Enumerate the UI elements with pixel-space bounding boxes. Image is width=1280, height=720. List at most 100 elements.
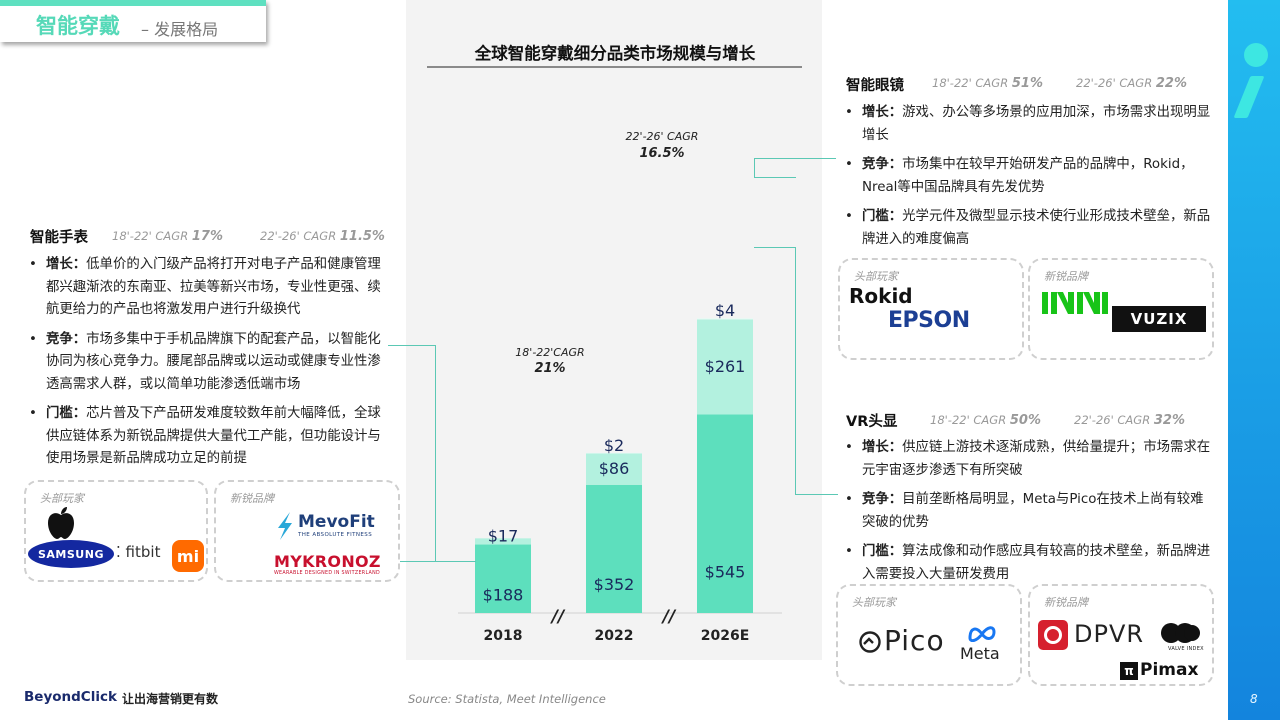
- connector-glasses-join: [754, 158, 796, 178]
- pico-logo: Pico: [884, 624, 945, 657]
- bar-value-label: $261: [705, 357, 746, 376]
- dpvr-mark-icon: [1038, 620, 1068, 650]
- vr-bullets: 增长：供应链上游技术逐渐成熟，供给量提升；市场需求在元宇宙逐步渗透下有所突破 竞…: [842, 437, 1214, 593]
- fitbit-logo-text: fitbit: [125, 543, 161, 561]
- epson-logo: EPSON: [888, 308, 970, 333]
- header-tab: 智能穿戴 – 发展格局: [0, 0, 266, 42]
- glasses-cagr-1: 18'-22' CAGR 51%: [932, 76, 1043, 91]
- vr-bullet-competition: 竞争：目前垄断格局明显，Meta与Pico在技术上尚有较难突破的优势: [842, 489, 1214, 534]
- glasses-newcomers-label: 新锐品牌: [1044, 270, 1088, 283]
- bullet-text: 芯片普及下产品研发难度较数年前大幅降低，全球供应链体系为新锐品牌提供大量代工产能…: [46, 406, 381, 466]
- connector-vr: [754, 247, 796, 495]
- vr-cagr-1-value: 50%: [1009, 413, 1041, 428]
- meta-logo-icon: [968, 626, 996, 642]
- accent-dot-icon: [1244, 43, 1268, 67]
- glasses-bullet-barrier: 门槛：光学元件及微型显示技术使行业形成技术壁垒，新品牌进入的难度偏高: [842, 206, 1214, 251]
- pimax-mark-icon: π: [1120, 662, 1138, 680]
- cagr-annotation-value: 16.5%: [639, 146, 684, 161]
- cagr-annotation-label: 22'-26' CAGR: [626, 130, 699, 143]
- bar-value-label: $2: [604, 436, 624, 455]
- vuzix-logo: VUZIX: [1112, 306, 1206, 332]
- brand-tagline: 让出海营销更有数: [122, 692, 219, 706]
- bar-2022-segment-0: [586, 484, 642, 613]
- vr-cagr-2-value: 32%: [1153, 413, 1185, 428]
- bar-2018-segment-0: [475, 544, 531, 613]
- bullet-text: 市场集中在较早开始研发产品的品牌中，Rokid，Nreal等中国品牌具有先发优势: [862, 157, 1194, 195]
- samsung-logo: SAMSUNG: [28, 540, 114, 568]
- vuzix-logo-text: VUZIX: [1130, 310, 1188, 328]
- bar-value-label: $4: [715, 301, 735, 320]
- bullet-key: 竞争：: [46, 331, 87, 347]
- glasses-cagr-2-value: 22%: [1155, 76, 1187, 91]
- glasses-cagr-2: 22'-26' CAGR 22%: [1076, 76, 1187, 91]
- page-title: 智能穿戴: [36, 14, 120, 38]
- mykronoz-logo-text: MYKRONOZ: [274, 552, 381, 571]
- chart-title-rule: [427, 66, 802, 68]
- valve-index-mark-icon: [1161, 623, 1200, 643]
- watch-title: 智能手表: [30, 230, 88, 246]
- watch-cagr-1-label: 18'-22' CAGR: [112, 229, 192, 243]
- mi-logo-text: mi: [176, 546, 200, 566]
- glasses-bullet-growth: 增长：游戏、办公等多场景的应用加深，市场需求出现明显增长: [842, 102, 1214, 147]
- vr-cagr-2-label: 22'-26' CAGR: [1074, 413, 1154, 427]
- chart-title: 全球智能穿戴细分品类市场规模与增长: [474, 44, 756, 63]
- glasses-cagr-1-label: 18'-22' CAGR: [932, 76, 1012, 90]
- glasses-bullet-competition: 竞争：市场集中在较早开始研发产品的品牌中，Rokid，Nreal等中国品牌具有先…: [842, 154, 1214, 199]
- bar-2026E-segment-2: [697, 318, 753, 320]
- bullet-text: 低单价的入门级产品将打开对电子产品和健康管理都兴趣渐浓的东南亚、拉美等新兴市场，…: [46, 257, 381, 317]
- bar-value-label: $17: [488, 526, 519, 545]
- x-tick-label: 2026E: [701, 628, 750, 644]
- bar-value-label: $188: [483, 586, 524, 605]
- glasses-bullets: 增长：游戏、办公等多场景的应用加深，市场需求出现明显增长 竞争：市场集中在较早开…: [842, 102, 1214, 258]
- page-number: 8: [1250, 692, 1258, 706]
- vr-cagr-2: 22'-26' CAGR 32%: [1074, 413, 1185, 428]
- watch-cagr-2: 22'-26' CAGR 11.5%: [260, 229, 385, 244]
- accent-slash-icon: [1233, 76, 1265, 118]
- mevofit-logo: MevoFit THE ABSOLUTE FITNESS: [278, 512, 375, 540]
- vr-newcomers-box: 新锐品牌 DPVR VALVE INDEX π Pimax: [1028, 584, 1214, 686]
- connector-watch-tail: [436, 561, 476, 562]
- dpvr-logo: DPVR: [1074, 620, 1145, 648]
- watch-bullet-barrier: 门槛：芯片普及下产品研发难度较数年前大幅降低，全球供应链体系为新锐品牌提供大量代…: [26, 403, 390, 471]
- bullet-text: 光学元件及微型显示技术使行业形成技术壁垒，新品牌进入的难度偏高: [862, 209, 1211, 247]
- watch-newcomers-box: 新锐品牌 MevoFit THE ABSOLUTE FITNESS MYKRON…: [214, 480, 400, 582]
- vr-newcomers-label: 新锐品牌: [1044, 596, 1088, 609]
- bar-2022-segment-1: [586, 453, 642, 485]
- watch-cagr-2-value: 11.5%: [339, 229, 385, 244]
- glasses-leaders-box: 头部玩家 Rokid EPSON: [838, 258, 1024, 360]
- glasses-leaders-label: 头部玩家: [854, 270, 898, 283]
- source-note: Source: Statista, Meet Intelligence: [408, 692, 606, 706]
- pico-logo-icon: [859, 631, 881, 653]
- x-tick-label: 2022: [595, 628, 634, 644]
- glasses-newcomers-box: 新锐品牌 VUZIX: [1028, 258, 1214, 360]
- bar-2026E-segment-1: [697, 319, 753, 415]
- bullet-key: 竞争：: [862, 157, 903, 172]
- watch-cagr-1-value: 17%: [191, 229, 223, 244]
- watch-leaders-box: 头部玩家 SAMSUNG ⁚ fitbit mi: [24, 480, 208, 582]
- bullet-key: 竞争：: [862, 492, 903, 507]
- x-tick-label: 2018: [484, 628, 523, 644]
- bar-value-label: $545: [705, 562, 746, 581]
- watch-bullet-competition: 竞争：市场多集中于手机品牌旗下的配套产品，以智能化协同为核心竞争力。腰尾部品牌或…: [26, 329, 390, 397]
- mevofit-logo-text: MevoFit: [298, 512, 375, 532]
- glasses-title: 智能眼镜: [846, 78, 904, 94]
- watch-cagr-2-label: 22'-26' CAGR: [260, 229, 340, 243]
- vr-bullet-barrier: 门槛：算法成像和动作感应具有较高的技术壁垒，新品牌进入需要投入大量研发费用: [842, 541, 1214, 586]
- cagr-annotation-value: 21%: [534, 361, 565, 376]
- bullet-key: 门槛：: [862, 209, 903, 224]
- watch-cagr-1: 18'-22' CAGR 17%: [112, 229, 223, 244]
- watch-newcomers-label: 新锐品牌: [230, 492, 274, 505]
- bar-2018-segment-1: [475, 538, 531, 545]
- vr-leaders-label: 头部玩家: [852, 596, 896, 609]
- bullet-key: 增长：: [46, 257, 87, 272]
- pimax-logo: Pimax: [1140, 660, 1199, 680]
- bar-value-label: $86: [599, 459, 630, 478]
- mevofit-mark-icon: [278, 512, 292, 540]
- mevofit-tagline: THE ABSOLUTE FITNESS: [298, 532, 373, 538]
- axis-break-mark: //: [550, 607, 566, 627]
- valve-index-label: VALVE INDEX: [1168, 646, 1204, 652]
- bullet-key: 增长：: [862, 105, 903, 120]
- connector-vr-tail: [796, 494, 838, 495]
- bar-2026E-segment-0: [697, 414, 753, 613]
- bullet-text: 供应链上游技术逐渐成熟，供给量提升；市场需求在元宇宙逐步渗透下有所突破: [862, 440, 1211, 478]
